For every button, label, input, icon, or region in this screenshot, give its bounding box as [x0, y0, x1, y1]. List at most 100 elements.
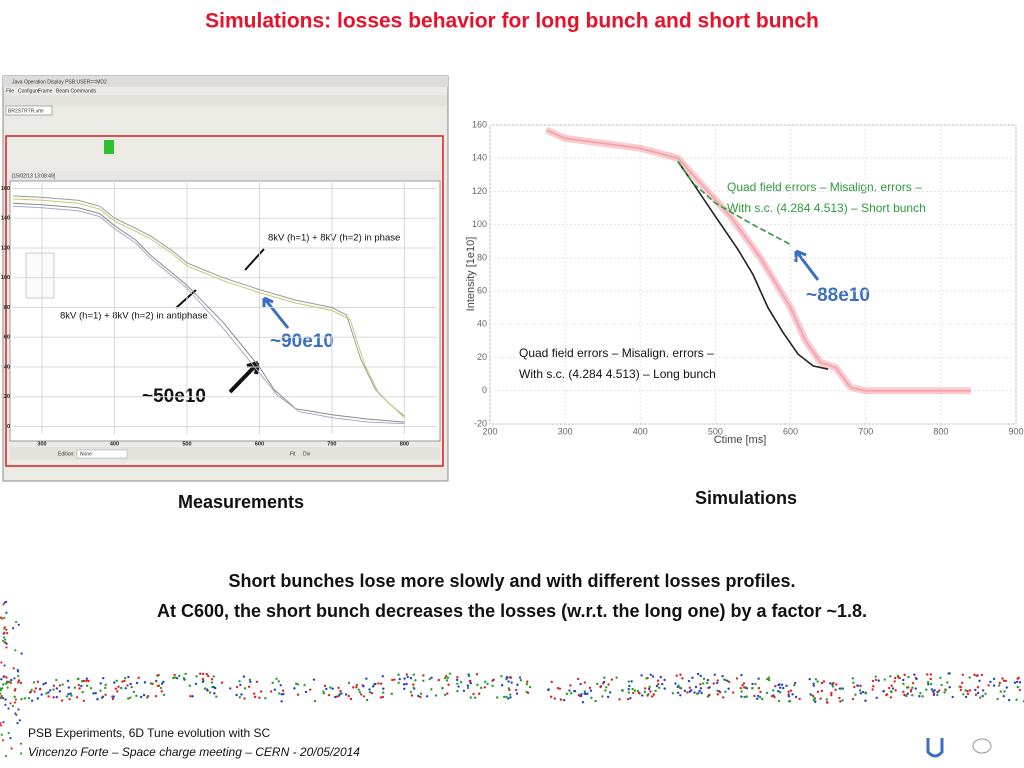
decor-dot — [510, 681, 513, 684]
app-window: Java Operation Display PSB:USER==MD2 Fil… — [2, 75, 449, 482]
decor-dot — [277, 680, 280, 683]
decor-dot — [526, 680, 529, 683]
decor-dot — [162, 680, 165, 684]
decor-dot — [913, 673, 916, 676]
decor-dot — [631, 691, 635, 695]
menu-item[interactable]: Configure — [18, 88, 40, 94]
decor-dot — [212, 675, 215, 678]
decor-dot — [1013, 681, 1017, 684]
menu-item[interactable]: File — [6, 88, 14, 94]
decor-dot — [896, 674, 900, 678]
decor-dot — [678, 686, 681, 689]
decor-dot — [743, 695, 746, 699]
decor-dot — [201, 677, 205, 681]
decor-dot — [117, 685, 120, 688]
decor-dot — [362, 695, 366, 698]
decor-dot — [693, 691, 696, 694]
decor-dot — [201, 680, 205, 684]
dropdown[interactable] — [76, 449, 128, 459]
decor-dot — [456, 676, 459, 679]
decor-dot — [829, 682, 832, 685]
decor-dot — [208, 691, 212, 694]
decor-dot — [568, 689, 571, 692]
decor-dot — [476, 683, 479, 687]
decor-dot — [506, 697, 510, 700]
decor-dot — [252, 692, 256, 695]
decor-dot — [907, 675, 910, 679]
decor-dot — [830, 693, 833, 697]
decor-dot — [648, 685, 651, 689]
decor-dot — [929, 673, 932, 676]
x-tick-label: 400 — [633, 426, 648, 436]
decor-dot — [174, 676, 177, 679]
arrow — [175, 289, 197, 309]
decor-dot — [121, 680, 124, 683]
decor-dot — [213, 692, 216, 695]
decor-dot — [412, 673, 415, 676]
x-tick-label: 600 — [255, 441, 264, 447]
decor-dot — [825, 698, 828, 701]
menu-item[interactable]: Frame — [38, 88, 53, 94]
decor-dot — [516, 683, 519, 686]
decor-dot — [379, 682, 383, 685]
decor-dot — [906, 692, 909, 695]
decor-dot — [691, 676, 694, 680]
decor-dot — [834, 688, 837, 692]
decor-dot — [49, 689, 52, 692]
decor-dot — [569, 684, 572, 687]
decor-dot — [549, 695, 553, 699]
decor-dot — [997, 684, 1001, 687]
decor-dot — [514, 688, 518, 692]
caption: Measurements — [178, 492, 304, 512]
decor-dot — [974, 688, 977, 692]
x-tick-label: 300 — [558, 426, 573, 436]
decor-dot — [52, 684, 56, 688]
decor-dot — [505, 695, 508, 699]
decor-dot — [716, 693, 720, 696]
decor-dot — [719, 691, 722, 694]
decor-dot — [902, 682, 905, 686]
decor-dot — [716, 689, 719, 692]
decor-dot — [365, 677, 368, 680]
decor-dot — [919, 691, 922, 695]
decor-dot — [0, 696, 3, 699]
decor-dot — [409, 676, 413, 680]
decor-dot — [608, 691, 612, 694]
decor-dot — [1015, 680, 1019, 684]
decor-dot — [393, 678, 396, 681]
decor-dot — [0, 616, 2, 619]
decor-dot — [500, 675, 503, 678]
toolbar-button[interactable]: Div — [303, 451, 311, 457]
decor-dot — [1005, 686, 1008, 689]
decor-dot — [630, 680, 633, 683]
decor-dot — [686, 691, 689, 694]
decor-dot — [410, 694, 414, 697]
decor-dot — [643, 687, 647, 690]
toolbar-button[interactable]: Fit — [290, 451, 296, 457]
decor-dot — [905, 686, 909, 689]
decor-dot — [740, 690, 743, 693]
decor-dot — [130, 685, 133, 689]
decor-dot — [469, 696, 472, 699]
x-tick-label: 700 — [858, 426, 873, 436]
decor-dot — [77, 677, 80, 681]
decor-dot — [58, 690, 62, 693]
decor-dot — [964, 689, 967, 692]
decor-dot — [641, 694, 644, 697]
decor-dot — [10, 747, 13, 750]
decor-dot — [1016, 685, 1020, 689]
decor-dot — [643, 690, 647, 694]
decor-dot — [248, 678, 252, 682]
decor-dot — [525, 690, 528, 694]
menu-item[interactable]: Beam Commands — [56, 88, 97, 94]
decor-dot — [115, 679, 118, 682]
decor-dot — [3, 664, 6, 667]
tab[interactable] — [5, 105, 53, 116]
decor-dot — [830, 691, 833, 695]
x-tick-label: 500 — [708, 426, 723, 436]
decor-dot — [446, 692, 449, 695]
decor-dot — [5, 646, 8, 649]
decor-dot — [1001, 677, 1004, 680]
decor-dot — [455, 678, 459, 682]
decor-dot — [2, 603, 5, 606]
